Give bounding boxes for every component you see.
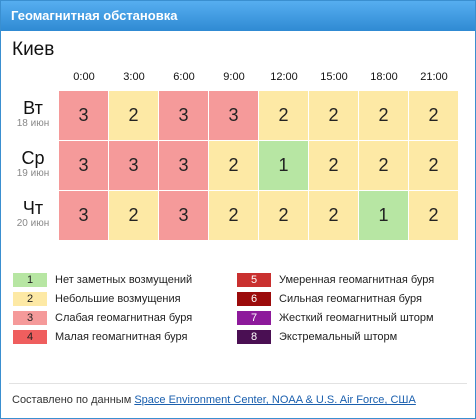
- legend-swatch: 4: [13, 330, 47, 344]
- legend: 1 Нет заметных возмущений 2 Небольшие возму…: [13, 273, 453, 353]
- legend-label: Умеренная геомагнитная буря: [279, 274, 435, 286]
- kp-cell: 3: [159, 91, 208, 140]
- day-label-tue: Вт 18 июн: [9, 98, 57, 130]
- kp-cell: 2: [409, 191, 458, 240]
- legend-label: Экстремальный шторм: [279, 331, 398, 343]
- city-name: Киев: [12, 39, 55, 60]
- kp-cell: 3: [159, 141, 208, 190]
- kp-cell: 3: [59, 141, 108, 190]
- legend-label: Нет заметных возмущений: [55, 274, 193, 286]
- kp-cell: 3: [59, 191, 108, 240]
- kp-cell: 3: [109, 141, 158, 190]
- hour-label: 0:00: [73, 71, 95, 83]
- kp-cell: 1: [259, 141, 308, 190]
- kp-cell: 1: [359, 191, 408, 240]
- day-name: Ср: [21, 148, 45, 168]
- kp-cell: 2: [409, 141, 458, 190]
- day-name: Вт: [23, 98, 43, 118]
- footer-divider: [9, 383, 467, 384]
- legend-label: Небольшие возмущения: [55, 293, 181, 305]
- day-date: 20 июн: [16, 218, 50, 229]
- footer: Составлено по данным Space Environment C…: [12, 394, 416, 406]
- footer-prefix: Составлено по данным: [12, 394, 132, 406]
- kp-cell: 2: [359, 91, 408, 140]
- kp-cell: 2: [109, 91, 158, 140]
- kp-cell: 2: [209, 141, 258, 190]
- day-date: 18 июн: [16, 118, 50, 129]
- legend-label: Сильная геомагнитная буря: [279, 293, 422, 305]
- legend-label: Слабая геомагнитная буря: [55, 312, 193, 324]
- hour-label: 6:00: [173, 71, 195, 83]
- day-label-wed: Ср 19 июн: [9, 148, 57, 180]
- kp-cell: 2: [409, 91, 458, 140]
- hour-label: 21:00: [420, 71, 448, 83]
- kp-cell: 2: [309, 191, 358, 240]
- hour-label: 15:00: [320, 71, 348, 83]
- hours-header: 0:00 3:00 6:00 9:00 12:00 15:00 18:00 21…: [59, 71, 459, 85]
- legend-swatch: 7: [237, 311, 271, 325]
- kp-cell: 2: [309, 91, 358, 140]
- kp-cell: 2: [209, 191, 258, 240]
- legend-label: Жесткий геомагнитный шторм: [279, 312, 434, 324]
- legend-swatch: 5: [237, 273, 271, 287]
- legend-swatch: 3: [13, 311, 47, 325]
- day-label-thu: Чт 20 июн: [9, 198, 57, 230]
- legend-swatch: 8: [237, 330, 271, 344]
- legend-swatch: 2: [13, 292, 47, 306]
- kp-cell: 2: [309, 141, 358, 190]
- hour-label: 12:00: [270, 71, 298, 83]
- kp-cell: 3: [209, 91, 258, 140]
- legend-swatch: 1: [13, 273, 47, 287]
- kp-cell: 3: [159, 191, 208, 240]
- widget-title: Геомагнитная обстановка: [1, 1, 475, 31]
- legend-label: Малая геомагнитная буря: [55, 331, 188, 343]
- hour-label: 3:00: [123, 71, 145, 83]
- kp-cell: 2: [359, 141, 408, 190]
- legend-swatch: 6: [237, 292, 271, 306]
- kp-cell: 2: [259, 91, 308, 140]
- hour-label: 9:00: [223, 71, 245, 83]
- day-date: 19 июн: [16, 168, 50, 179]
- source-link[interactable]: Space Environment Center, NOAA & U.S. Ai…: [134, 394, 416, 406]
- kp-cell: 3: [59, 91, 108, 140]
- kp-cell: 2: [109, 191, 158, 240]
- day-name: Чт: [22, 198, 44, 218]
- hour-label: 18:00: [370, 71, 398, 83]
- kp-cell: 2: [259, 191, 308, 240]
